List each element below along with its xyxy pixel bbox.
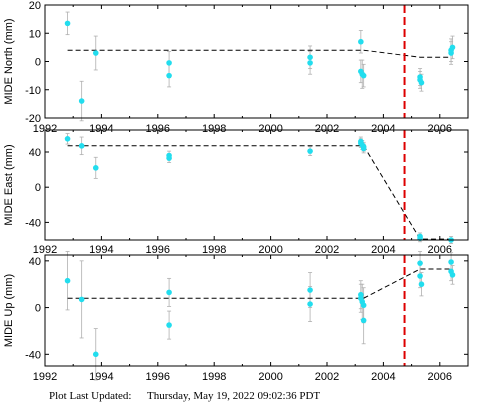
panel-1: 1992 1994 1996 1998 2000 2002 2004 2006 -20 -10 0 1… xyxy=(3,0,469,135)
data-point xyxy=(166,152,172,159)
y-tick-label: 0 xyxy=(35,57,41,69)
x-tick-label: 1994 xyxy=(89,371,113,383)
x-tick-label: 2006 xyxy=(428,244,452,256)
data-point xyxy=(78,296,85,303)
data-point xyxy=(418,281,425,288)
data-point xyxy=(360,72,367,79)
x-tick-label: 1996 xyxy=(146,371,170,383)
data-point xyxy=(92,50,99,56)
data-point xyxy=(418,79,425,86)
x-tick-label: 1994 xyxy=(89,123,113,135)
plot-frame xyxy=(44,129,469,241)
x-tick-label: 2002 xyxy=(315,123,339,135)
x-tick-label: 1996 xyxy=(146,244,170,256)
data-point xyxy=(360,317,367,324)
x-tick-label: 1998 xyxy=(202,244,226,256)
data-point xyxy=(307,60,313,66)
x-tick-label: 2004 xyxy=(371,244,395,256)
x-tick-label: 1996 xyxy=(146,123,170,135)
data-point xyxy=(307,301,313,307)
footer-label: Plot Last Updated: xyxy=(49,390,132,402)
data-point xyxy=(166,60,172,66)
x-tick-label: 1998 xyxy=(202,371,226,383)
data-point xyxy=(78,98,85,104)
data-point xyxy=(307,148,313,154)
x-tick-label: 2006 xyxy=(428,371,452,383)
y-tick-label: 40 xyxy=(29,256,41,268)
plot-frame xyxy=(44,254,469,367)
x-tick-label: 2000 xyxy=(258,123,282,135)
x-tick-label: 2002 xyxy=(315,244,339,256)
y-tick-label: 40 xyxy=(29,147,41,159)
data-point xyxy=(64,20,71,27)
data-point xyxy=(358,38,364,45)
y-tick-label: -40 xyxy=(25,217,41,229)
x-tick-label: 1992 xyxy=(33,371,57,383)
plot-frame xyxy=(44,4,469,119)
data-point xyxy=(360,302,367,309)
data-point xyxy=(449,272,456,278)
x-tick-label: 1992 xyxy=(33,244,57,256)
y-tick-label: 0 xyxy=(35,182,41,194)
data-point xyxy=(448,259,454,265)
x-tick-label: 2000 xyxy=(258,244,282,256)
data-point xyxy=(166,72,172,79)
x-tick-label: 1998 xyxy=(202,123,226,135)
panel-2: 1992 1994 1996 1998 2000 2002 2004 2006 -40 0 40 MI… xyxy=(3,129,469,256)
model-fit-line xyxy=(67,145,452,240)
y-tick-label: -40 xyxy=(25,349,41,361)
x-tick-label: 2004 xyxy=(371,123,395,135)
y-tick-label: -20 xyxy=(25,113,41,125)
y-axis-title: MIDE East (mm) xyxy=(3,144,15,225)
x-tick-label: 1994 xyxy=(89,244,113,256)
data-point xyxy=(92,351,99,358)
y-axis-title: MIDE North (mm) xyxy=(3,18,15,104)
data-point xyxy=(166,289,172,296)
x-tick-label: 1992 xyxy=(33,123,57,135)
data-point xyxy=(92,165,99,171)
model-fit-line xyxy=(67,268,452,299)
y-tick-label: 20 xyxy=(29,0,41,12)
data-point xyxy=(417,273,423,279)
model-fit-line xyxy=(67,49,452,58)
y-tick-label: 0 xyxy=(35,303,41,315)
y-tick-label: 10 xyxy=(29,28,41,40)
panel-3: 1992 1994 1996 1998 2000 2002 2004 2006 -40 0 40 MI… xyxy=(3,251,469,383)
data-point xyxy=(64,277,71,284)
x-tick-label: 2004 xyxy=(371,371,395,383)
data-point xyxy=(64,136,71,142)
x-tick-label: 2006 xyxy=(428,123,452,135)
y-tick-label: -10 xyxy=(25,85,41,97)
data-point xyxy=(307,287,313,293)
panels-group: 1992 1994 1996 1998 2000 2002 2004 2006-20-1001… xyxy=(3,0,469,383)
data-point xyxy=(417,260,423,266)
data-point xyxy=(166,322,172,328)
data-point xyxy=(360,145,367,152)
footer-datetime: Thursday, May 19, 2022 09:02:36 PDT xyxy=(147,390,320,402)
data-point xyxy=(449,44,456,51)
data-point xyxy=(307,54,313,61)
x-tick-label: 2002 xyxy=(315,371,339,383)
x-tick-label: 2000 xyxy=(258,371,282,383)
data-point xyxy=(78,143,85,149)
y-axis-title: MIDE Up (mm) xyxy=(3,274,15,347)
